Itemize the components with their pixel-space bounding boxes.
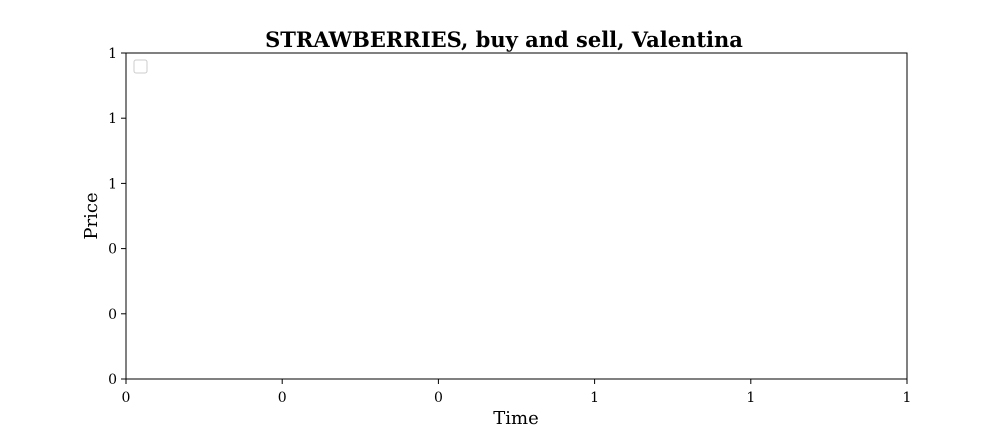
x-tick-label: 1 (746, 390, 755, 406)
x-tick-label: 0 (278, 390, 287, 406)
y-axis-ticks: 0 0 0 1 1 1 (108, 46, 126, 388)
x-tick-label: 1 (590, 390, 599, 406)
y-tick-label: 0 (108, 242, 117, 258)
x-axis-label: Time (493, 408, 538, 429)
x-axis-ticks: 0 0 0 1 1 1 (122, 379, 912, 406)
x-tick-label: 1 (903, 390, 912, 406)
y-axis-label: Price (81, 192, 102, 239)
y-tick-label: 0 (108, 372, 117, 388)
legend-box (133, 59, 148, 74)
chart-title: STRAWBERRIES, buy and sell, Valentina (265, 27, 743, 52)
x-tick-label: 0 (122, 390, 131, 406)
y-tick-label: 1 (108, 46, 117, 62)
y-tick-label: 0 (108, 307, 117, 323)
x-tick-label: 0 (434, 390, 443, 406)
plot-area (125, 52, 908, 380)
y-tick-label: 1 (108, 176, 117, 192)
y-tick-label: 1 (108, 111, 117, 127)
